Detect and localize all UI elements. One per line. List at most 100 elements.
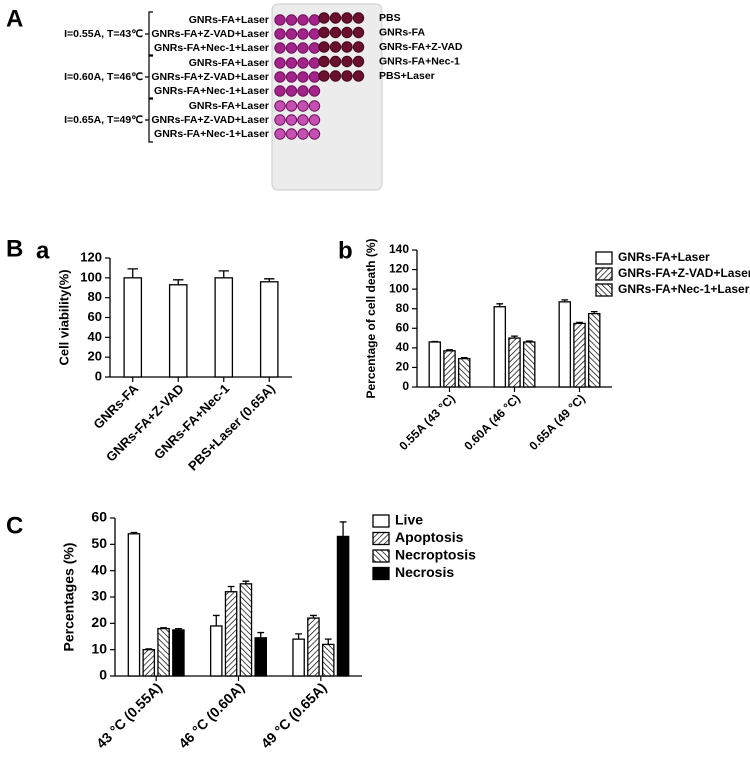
well: [297, 57, 309, 69]
legend-swatch: [372, 549, 390, 563]
control-label: PBS+Laser: [379, 70, 435, 82]
row-label: GNRs-FA+Laser: [189, 57, 269, 69]
error-bar: [257, 631, 265, 638]
bar: [224, 591, 238, 677]
bar: [336, 535, 350, 677]
well: [318, 55, 330, 68]
well: [329, 12, 342, 24]
y-tick-label: 40: [396, 340, 410, 354]
bar: [123, 277, 143, 378]
well: [318, 12, 330, 24]
y-axis-label: Percentage of cell death (%): [364, 238, 378, 398]
x-tick-label: 0.55A (43 °C): [396, 391, 458, 453]
legend-swatch: [595, 267, 613, 281]
panel-sublabel: b: [338, 237, 353, 264]
well: [352, 55, 365, 68]
well: [352, 41, 365, 53]
bar: [254, 637, 268, 677]
error-bar: [324, 638, 332, 645]
well: [308, 100, 321, 112]
condition-label: I=0.65A, T=49℃: [64, 114, 143, 126]
x-tick-label: 46 °C (0.60A): [175, 679, 247, 751]
well: [297, 28, 309, 40]
well: [274, 28, 286, 40]
well: [308, 85, 321, 97]
bar: [573, 322, 586, 388]
well: [297, 100, 309, 112]
well: [274, 14, 286, 26]
well: [297, 128, 309, 140]
bar: [239, 583, 253, 677]
well: [308, 57, 321, 69]
y-tick-label: 100: [80, 269, 102, 284]
well: [297, 114, 309, 126]
bar: [168, 284, 188, 378]
legend-label: Apoptosis: [395, 529, 464, 545]
bar: [214, 277, 234, 378]
panel-label: C: [6, 512, 23, 539]
bar: [457, 357, 471, 388]
well: [308, 71, 321, 83]
row-label: GNRs-FA+Laser: [189, 100, 269, 112]
row-label: GNRs-FA+Z-VAD+Laser: [151, 71, 269, 83]
bar: [172, 629, 185, 677]
well: [285, 85, 298, 97]
y-tick-label: 20: [88, 349, 102, 364]
row-label: GNRs-FA+Z-VAD+Laser: [151, 28, 269, 40]
well: [285, 57, 298, 69]
well: [318, 26, 330, 39]
bar: [522, 341, 536, 388]
panel-label: B: [6, 235, 23, 262]
error-bar: [339, 521, 347, 537]
well: [341, 12, 353, 24]
y-tick-label: 60: [91, 509, 107, 525]
legend-swatch: [372, 531, 390, 546]
well: [352, 70, 365, 82]
well: [308, 14, 321, 26]
panel-label: A: [6, 5, 23, 32]
legend-label: Necrosis: [395, 564, 454, 580]
x-tick-label: 0.65A (49 °C): [526, 391, 588, 453]
bar: [493, 306, 507, 388]
y-tick-label: 60: [396, 320, 410, 334]
bracket: [145, 11, 153, 57]
bar: [443, 350, 456, 388]
well: [297, 14, 309, 26]
well: [341, 41, 353, 53]
well: [341, 55, 353, 68]
well: [318, 41, 330, 53]
error-bar: [227, 585, 235, 592]
x-tick-label: PBS+Laser (0.65A): [185, 381, 278, 474]
control-label: GNRs-FA: [379, 26, 426, 38]
well: [352, 12, 365, 24]
bar: [157, 627, 170, 677]
y-axis-label: Cell viability(%): [56, 269, 71, 365]
legend-swatch: [595, 283, 613, 297]
well: [297, 85, 309, 97]
well: [329, 70, 342, 82]
y-tick-label: 120: [80, 249, 102, 264]
y-tick-label: 30: [91, 588, 107, 604]
bracket: [145, 54, 153, 100]
y-tick-label: 80: [396, 301, 410, 315]
bracket: [145, 97, 153, 143]
well: [285, 14, 298, 26]
bar: [307, 617, 320, 677]
y-axis-label: Percentages (%): [61, 543, 77, 652]
y-tick-label: 40: [88, 329, 102, 344]
well: [318, 70, 330, 82]
well: [274, 100, 286, 112]
condition-label: I=0.60A, T=46℃: [64, 71, 143, 83]
control-label: GNRs-FA+Nec-1: [379, 55, 460, 67]
x-tick-label: 49 °C (0.65A): [258, 679, 330, 751]
well: [329, 55, 342, 68]
error-bar: [127, 268, 138, 278]
y-tick-label: 120: [389, 262, 409, 276]
well: [308, 114, 321, 126]
well: [329, 26, 342, 39]
well: [274, 128, 286, 140]
legend-swatch: [372, 514, 390, 528]
bar: [127, 533, 141, 677]
well: [308, 28, 321, 40]
